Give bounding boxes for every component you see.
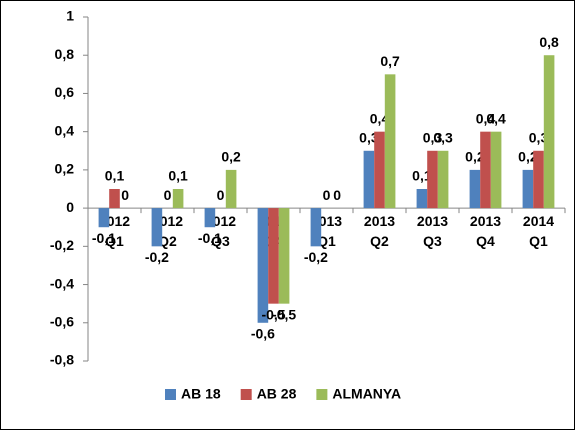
bar <box>278 208 290 304</box>
bar <box>98 208 110 228</box>
bar <box>469 169 481 209</box>
value-label: 0,4 <box>486 110 506 126</box>
x-tick-label: 2013 Q3 <box>417 213 448 249</box>
legend-label: ALMANYA <box>332 386 401 402</box>
bar <box>543 55 555 209</box>
y-tick-label: 0,4 <box>55 122 75 138</box>
y-tick-label: -0,6 <box>50 313 74 329</box>
bar <box>225 169 237 209</box>
value-label: 0,3 <box>433 129 453 145</box>
value-label: 0 <box>333 187 341 203</box>
legend-swatch <box>316 389 328 400</box>
bar <box>257 208 269 323</box>
y-tick-label: 1 <box>66 8 74 24</box>
value-label: 0,3 <box>529 129 549 145</box>
value-label: 0,4 <box>476 110 496 126</box>
bar <box>490 131 502 209</box>
value-label: 0,3 <box>359 129 379 145</box>
bar <box>204 208 216 228</box>
value-label: -0,2 <box>304 249 328 265</box>
y-tick-label: -0,4 <box>50 275 74 291</box>
value-label: 0,2 <box>518 149 538 165</box>
bar <box>151 208 163 247</box>
value-label: 0 <box>164 187 172 203</box>
y-tick-label: 0,2 <box>55 161 75 177</box>
value-label: 0 <box>121 187 129 203</box>
value-label: 0 <box>323 187 331 203</box>
value-label: -0,1 <box>92 230 116 246</box>
y-tick-label: 0,8 <box>55 46 75 62</box>
bar <box>533 150 544 209</box>
value-label: 0,1 <box>105 168 125 184</box>
bar <box>374 131 385 209</box>
value-label: 0,3 <box>423 129 443 145</box>
legend-swatch <box>165 389 176 400</box>
legend-label: AB 28 <box>257 386 297 402</box>
bar <box>522 169 534 209</box>
value-label: 0,2 <box>221 149 241 165</box>
value-label: -0,6 <box>251 325 275 341</box>
value-label: 0,8 <box>539 34 559 50</box>
value-label: 0 <box>217 187 225 203</box>
value-label: 0,4 <box>370 110 390 126</box>
value-label: -0,5 <box>272 306 296 322</box>
value-label: -0,2 <box>145 249 169 265</box>
bar <box>384 74 396 209</box>
y-tick-label: 0,6 <box>55 84 75 100</box>
value-label: -0,5 <box>261 306 285 322</box>
value-label: 0,1 <box>168 168 188 184</box>
x-tick-label: 2013 Q2 <box>364 213 395 249</box>
bar <box>416 189 428 209</box>
legend-swatch <box>240 389 252 400</box>
bar <box>172 189 184 209</box>
y-tick-label: -0,8 <box>50 352 74 368</box>
y-tick-label: 0 <box>66 199 74 215</box>
bar <box>437 150 449 209</box>
x-tick-label: 2014 Q1 <box>523 213 554 249</box>
legend-label: AB 18 <box>181 386 221 402</box>
value-label: 0,7 <box>380 53 400 69</box>
value-label: 0,2 <box>465 149 485 165</box>
bar <box>427 150 438 209</box>
value-label: -0,1 <box>198 230 222 246</box>
x-tick-label: 2013 Q4 <box>470 213 501 249</box>
bar <box>363 150 375 209</box>
y-tick-label: -0,2 <box>50 237 74 253</box>
bar <box>480 131 491 209</box>
bar <box>109 189 120 209</box>
value-label: 0,1 <box>412 168 432 184</box>
bar <box>268 208 279 304</box>
bar <box>310 208 322 247</box>
